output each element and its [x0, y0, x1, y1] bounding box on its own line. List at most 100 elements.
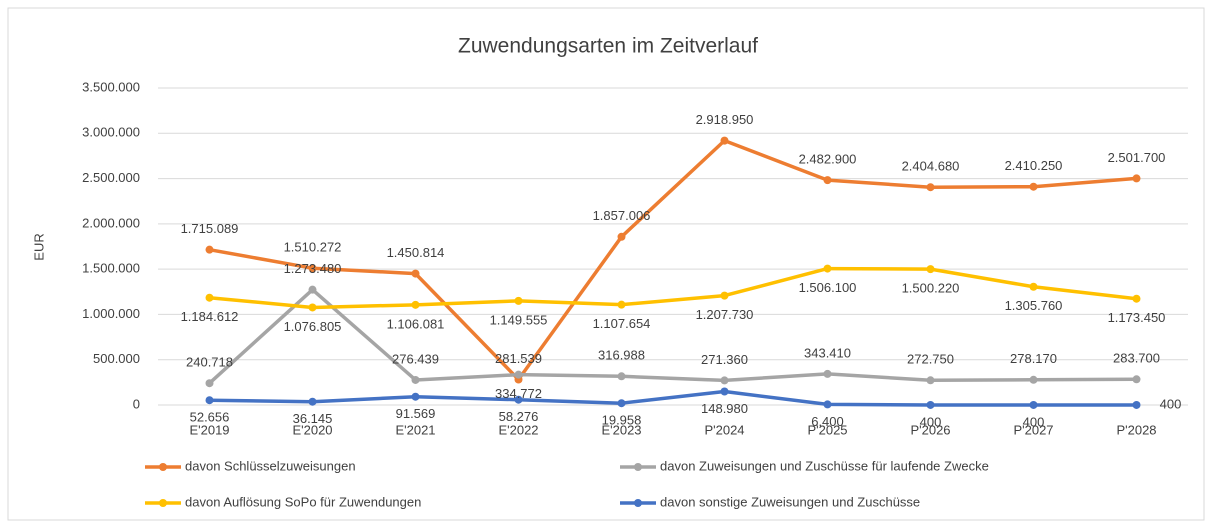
data-label: 400 [1160, 396, 1182, 411]
x-tick-label: E'2023 [601, 422, 641, 437]
data-label: 272.750 [907, 352, 954, 367]
data-label: 1.510.272 [284, 240, 342, 255]
data-point [617, 372, 626, 381]
data-label: 2.918.950 [696, 112, 754, 127]
series-line [209, 389, 1137, 407]
data-point [720, 136, 729, 145]
data-label: 283.700 [1113, 351, 1160, 366]
data-point [1029, 282, 1038, 291]
data-point [1132, 400, 1141, 409]
data-point [617, 232, 626, 241]
data-label: 400 [920, 414, 942, 429]
series-line [209, 138, 1137, 382]
y-tick-label: 500.000 [93, 351, 140, 366]
y-tick-label: 1.000.000 [82, 306, 140, 321]
legend-label: davon Schlüsselzuweisungen [185, 458, 356, 473]
y-tick-label: 3.500.000 [82, 79, 140, 94]
data-label: 2.482.900 [799, 152, 857, 167]
data-point [617, 300, 626, 309]
data-point [617, 399, 626, 408]
y-tick-label: 2.000.000 [82, 215, 140, 230]
data-label: 1.207.730 [696, 307, 754, 322]
data-label: 1.715.089 [181, 221, 239, 236]
data-label: 240.718 [186, 355, 233, 370]
data-label: 2.410.250 [1005, 158, 1063, 173]
data-point [308, 397, 317, 406]
data-point [823, 400, 832, 409]
data-point [926, 183, 935, 192]
data-label: 276.439 [392, 351, 439, 366]
data-label: 19.958 [602, 413, 642, 428]
data-label: 6.400 [811, 414, 844, 429]
data-point [926, 400, 935, 409]
data-point [926, 376, 935, 385]
data-label: 316.988 [598, 348, 645, 363]
series-line [208, 287, 1137, 385]
legend-label: davon sonstige Zuweisungen und Zuschüsse [660, 494, 920, 509]
x-tick-label: E'2020 [292, 422, 332, 437]
data-point [205, 379, 214, 388]
data-label: 148.980 [701, 401, 748, 416]
data-point [1132, 174, 1141, 183]
data-point [205, 293, 214, 302]
data-label: 2.404.680 [902, 159, 960, 174]
data-point [308, 285, 317, 294]
data-point [720, 291, 729, 300]
data-label: 278.170 [1010, 351, 1057, 366]
x-tick-label: P'2024 [704, 422, 744, 437]
data-label: 91.569 [396, 406, 436, 421]
y-axis-label: EUR [31, 233, 46, 260]
data-point [308, 303, 317, 312]
data-point [411, 269, 420, 278]
legend-marker [634, 499, 642, 507]
data-label: 1.106.081 [387, 316, 445, 331]
data-point [823, 264, 832, 273]
data-point [720, 376, 729, 385]
data-point [1029, 375, 1038, 384]
x-tick-label: E'2021 [395, 422, 435, 437]
data-label: 1.173.450 [1108, 310, 1166, 325]
x-tick-label: P'2027 [1013, 422, 1053, 437]
data-label: 1.076.805 [284, 319, 342, 334]
data-label: 1.305.760 [1005, 298, 1063, 313]
data-label: 334.772 [495, 386, 542, 401]
data-label: 1.450.814 [387, 245, 445, 260]
y-tick-label: 0 [133, 396, 140, 411]
data-label: 1.184.612 [181, 309, 239, 324]
data-label: 1.149.555 [490, 312, 548, 327]
legend-marker [159, 463, 167, 471]
chart-title: Zuwendungsarten im Zeitverlauf [458, 35, 758, 58]
data-label: 400 [1023, 414, 1045, 429]
data-point [926, 265, 935, 274]
data-point [411, 392, 420, 401]
series-line [209, 266, 1137, 310]
data-label: 1.500.220 [902, 281, 960, 296]
data-label: 343.410 [804, 345, 851, 360]
data-point [1132, 375, 1141, 384]
data-point [1029, 400, 1038, 409]
x-tick-label: E'2022 [498, 422, 538, 437]
data-label: 52.656 [190, 410, 230, 425]
data-label: 1.506.100 [799, 280, 857, 295]
x-tick-label: P'2025 [807, 422, 847, 437]
y-tick-label: 3.000.000 [82, 125, 140, 140]
data-point [411, 300, 420, 309]
x-tick-label: P'2026 [910, 422, 950, 437]
data-label: 1.273.480 [284, 261, 342, 276]
data-point [514, 296, 523, 305]
chart-frame [7, 7, 1205, 521]
x-tick-label: P'2028 [1116, 422, 1156, 437]
data-point [720, 387, 729, 396]
data-label: 58.276 [499, 409, 539, 424]
data-point [514, 370, 523, 379]
data-label: 281.539 [495, 351, 542, 366]
y-tick-label: 1.500.000 [82, 261, 140, 276]
data-point [411, 375, 420, 384]
legend-marker [159, 499, 167, 507]
legend-marker [634, 463, 642, 471]
data-label: 1.857.006 [593, 208, 651, 223]
data-point [205, 245, 214, 254]
legend-label: davon Auflösung SoPo für Zuwendungen [185, 494, 421, 509]
legend-label: davon Zuweisungen und Zuschüsse für lauf… [660, 458, 989, 473]
